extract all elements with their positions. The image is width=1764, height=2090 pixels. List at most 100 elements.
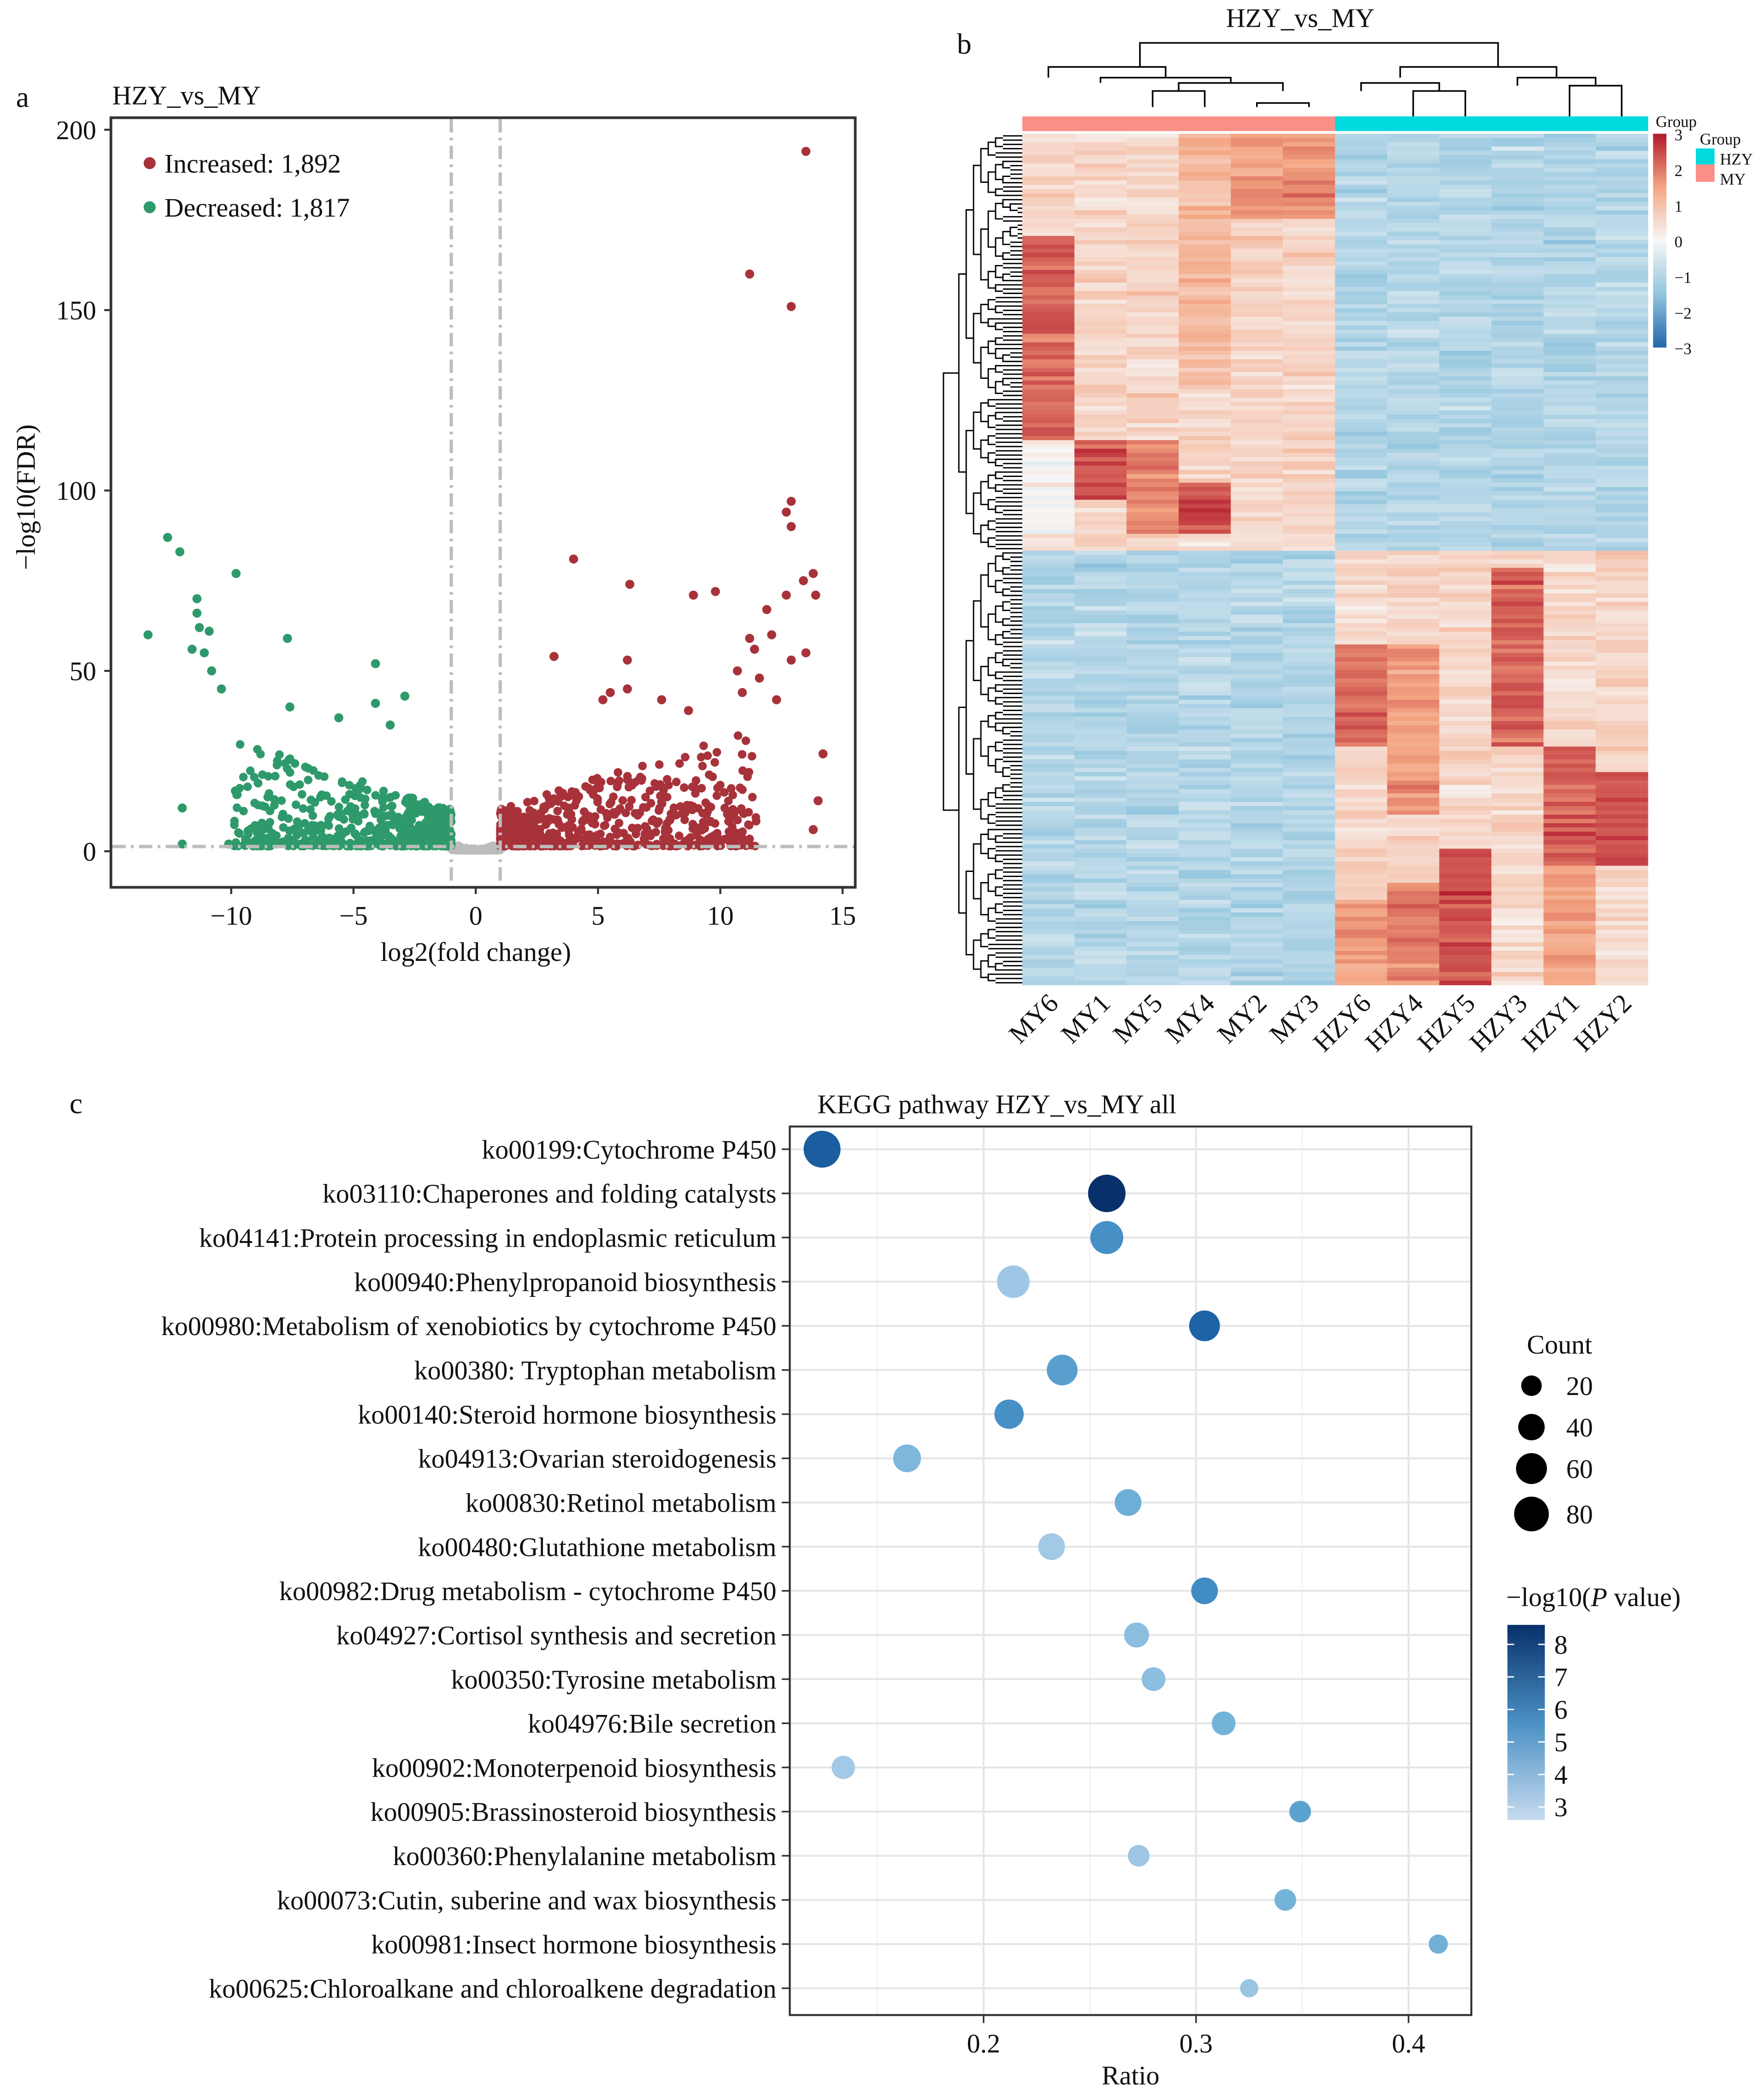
heatmap-cell [1543,278,1596,283]
kegg-x-axis-label: Ratio [1102,2061,1160,2090]
heatmap-cell [1387,623,1440,628]
kegg-x-axis: 0.2 0.3 0.4 [967,2015,1425,2059]
heatmap-cell [1127,976,1180,981]
dendrogram-branch [1139,42,1499,67]
heatmap-cell [1283,657,1336,662]
heatmap-cell [1179,738,1232,743]
heatmap-cell [1179,146,1232,152]
heatmap-cell [1074,776,1127,781]
heatmap-cell [1179,185,1232,190]
heatmap-column-label: MY1 [1055,988,1116,1049]
heatmap-column-label: HZY5 [1411,988,1481,1058]
heatmap-cell [1074,538,1127,543]
heatmap-cell [1595,278,1648,283]
pathway-bubble [1240,1979,1258,1998]
heatmap-cell [1543,644,1596,649]
heatmap-cell [1074,525,1127,530]
heatmap-cell [1491,483,1544,488]
heatmap-cell [1127,657,1180,662]
heatmap-colorbar [1653,134,1667,348]
heatmap-cell [1127,568,1180,573]
heatmap-cell [1595,976,1648,981]
count-legend-label: 40 [1566,1413,1593,1442]
heatmap-cell [1179,504,1232,509]
heatmap-cell [1127,763,1180,768]
heatmap-cell [1074,427,1127,432]
heatmap-cell [1127,534,1180,539]
heatmap-cell [1491,334,1544,339]
point-increased [752,817,761,826]
heatmap-cell [1595,223,1648,228]
heatmap-cell [1491,746,1544,752]
heatmap-column-label: HZY1 [1516,988,1585,1058]
heatmap-cell [1179,363,1232,368]
heatmap-cell [1127,963,1180,968]
heatmap-cell [1127,134,1180,139]
heatmap-cell [1231,801,1284,807]
heatmap-cell [1179,840,1232,845]
heatmap-cell [1387,840,1440,845]
heatmap-cell [1179,844,1232,849]
heatmap-cell [1491,938,1544,943]
heatmap-cell [1283,465,1336,471]
heatmap-cell [1335,921,1388,926]
point-decreased [300,819,309,828]
heatmap-cell [1595,661,1648,666]
heatmap-cell [1387,163,1440,168]
heatmap-cell [1127,487,1180,492]
heatmap-cell [1439,614,1492,619]
heatmap-cell [1127,806,1180,811]
heatmap-cell [1283,189,1336,194]
heatmap-cell [1074,844,1127,849]
heatmap-cell [1387,508,1440,513]
point-increased [661,838,671,847]
heatmap-cell [1595,368,1648,373]
heatmap-cell [1127,755,1180,760]
heatmap-cell [1127,827,1180,832]
heatmap-cell [1439,308,1492,313]
point-decreased [207,666,216,676]
y-tick-label: 100 [56,476,96,506]
heatmap-cell [1074,244,1127,249]
heatmap-cell [1231,235,1284,241]
heatmap-cell [1283,342,1336,347]
heatmap-cell [1022,372,1075,377]
heatmap-cell [1543,636,1596,641]
dendrogram-branch [980,481,988,506]
heatmap-cell [1127,844,1180,849]
heatmap-cell [1283,904,1336,909]
heatmap-cell [1439,380,1492,385]
heatmap-cell [1491,155,1544,160]
heatmap-cell [1491,721,1544,726]
heatmap-cell [1283,665,1336,671]
heatmap-cell [1543,265,1596,271]
heatmap-cell [1022,512,1075,518]
heatmap-cell [1387,329,1440,335]
heatmap-cell [1439,393,1492,398]
heatmap-cell [1595,806,1648,811]
pathway-bubble [893,1444,921,1472]
heatmap-cell [1491,742,1544,747]
heatmap-cell [1179,670,1232,675]
heatmap-cell [1491,278,1544,283]
heatmap-cell [1439,291,1492,296]
heatmap-cell [1022,772,1075,777]
heatmap-cell [1335,465,1388,471]
point-increased [745,269,755,279]
heatmap-cell [1022,521,1075,526]
heatmap-cell [1283,491,1336,496]
dendrogram-branch [1009,226,1018,237]
heatmap-cell [1022,308,1075,313]
heatmap-cell [1022,610,1075,615]
heatmap-cell [1231,283,1284,288]
heatmap-cell [1543,938,1596,943]
heatmap-cell [1022,517,1075,522]
heatmap-cell [1543,942,1596,947]
heatmap-cell [1387,300,1440,305]
heatmap-column-label: MY6 [1003,988,1064,1049]
point-increased [613,783,622,791]
heatmap-cell [1022,580,1075,585]
heatmap-cell [1387,555,1440,560]
heatmap-cell [1335,734,1388,739]
point-decreased [310,798,319,807]
